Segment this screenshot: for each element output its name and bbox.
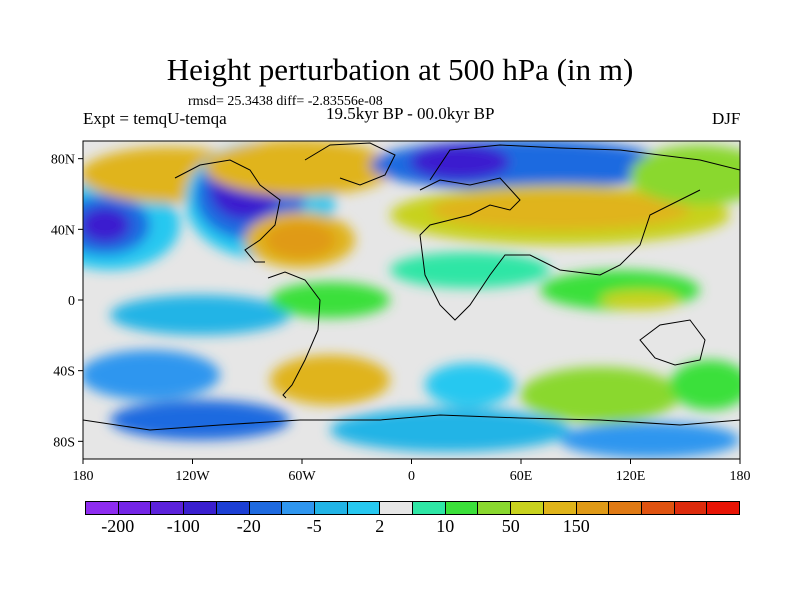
colorbar-swatch xyxy=(380,502,414,514)
colorbar xyxy=(85,501,740,515)
season-label: DJF xyxy=(712,109,741,128)
colorbar-swatch xyxy=(576,502,610,514)
colorbar-swatch xyxy=(118,502,152,514)
colorbar-label: -100 xyxy=(166,516,200,536)
colorbar-swatch xyxy=(347,502,381,514)
height-field xyxy=(83,141,740,459)
coastlines xyxy=(83,142,740,431)
colorbar-swatch xyxy=(216,502,250,514)
lon-label: 120E xyxy=(616,469,646,484)
time-period: 19.5kyr BP - 00.0kyr BP xyxy=(326,104,495,123)
colorbar-swatch xyxy=(641,502,675,514)
colorbar-swatch xyxy=(445,502,479,514)
lon-label: 120W xyxy=(175,469,210,484)
colorbar-swatch xyxy=(511,502,544,514)
lat-label: 40N xyxy=(51,223,75,238)
colorbar-swatch xyxy=(543,502,577,514)
lat-label: 40S xyxy=(53,365,75,380)
colorbar-swatch xyxy=(314,502,348,514)
colorbar-swatch xyxy=(151,502,185,514)
lat-label: 80S xyxy=(53,435,75,450)
experiment-label: Expt = temqU-temqa xyxy=(83,109,227,128)
colorbar-label: 150 xyxy=(562,516,590,536)
lat-label: 80N xyxy=(51,153,75,168)
lon-label: 180 xyxy=(730,469,751,484)
colorbar-label: -5 xyxy=(306,516,322,536)
lon-label: 180 xyxy=(73,469,94,484)
colorbar-swatch xyxy=(707,502,740,514)
lon-label: 60E xyxy=(510,469,533,484)
lat-label: 0 xyxy=(68,294,75,309)
map-title: Height perturbation at 500 hPa (in m) xyxy=(166,52,634,87)
rmsd-stats: rmsd= 25.3438 diff= -2.83556e-08 xyxy=(188,94,383,109)
lon-label: 60W xyxy=(288,469,316,484)
colorbar-label: 50 xyxy=(501,516,520,536)
colorbar-swatch xyxy=(86,502,119,514)
colorbar-swatch xyxy=(609,502,642,514)
colorbar-swatch xyxy=(674,502,708,514)
colorbar-swatch xyxy=(184,502,217,514)
colorbar-swatch xyxy=(249,502,283,514)
colorbar-swatch xyxy=(413,502,446,514)
colorbar-swatch xyxy=(478,502,512,514)
colorbar-label: 2 xyxy=(375,516,385,536)
colorbar-label: -20 xyxy=(236,516,261,536)
colorbar-swatch xyxy=(282,502,315,514)
colorbar-label: 10 xyxy=(436,516,455,536)
lon-label: 0 xyxy=(408,469,415,484)
colorbar-label: -200 xyxy=(101,516,135,536)
